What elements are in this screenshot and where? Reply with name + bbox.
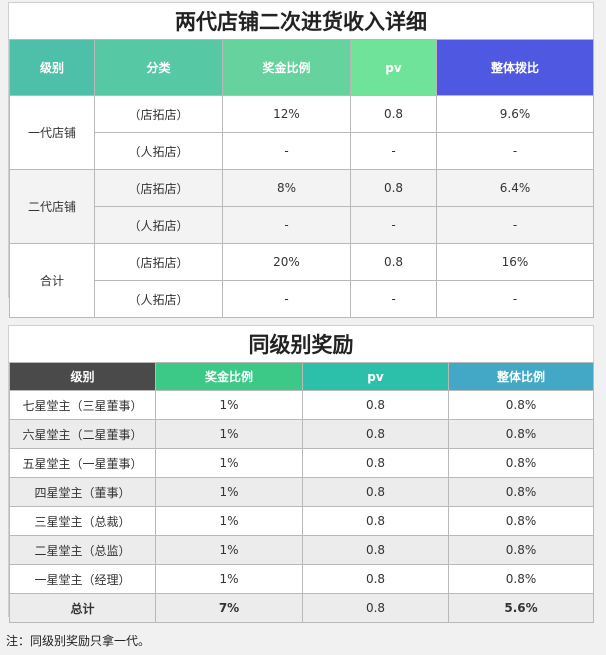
table-row: 二星堂主（总监） 1% 0.8 0.8% [9,535,594,565]
table2-title: 同级别奖励 [248,333,354,357]
total-label: 总计 [9,593,156,623]
category-cell: （店拓店） [94,95,223,133]
level-cell: 五星堂主（一星董事） [9,448,156,478]
overall-cell: 0.8% [448,477,594,507]
header-level: 级别 [9,39,95,96]
overall-cell: 0.8% [448,564,594,594]
pv-cell: 0.8 [302,506,449,536]
category-cell: （人拓店） [94,132,223,170]
overall-cell: 0.8% [448,535,594,565]
table1-title: 两代店铺二次进货收入详细 [175,10,427,34]
pv-cell: - [350,206,437,244]
category-cell: （店拓店） [94,243,223,281]
overall-cell: - [436,280,594,318]
level-cell: 四星堂主（董事） [9,477,156,507]
level-cell: 一星堂主（经理） [9,564,156,594]
total-pv: 0.8 [302,593,449,623]
level-cell: 合计 [9,243,95,318]
overall-cell: 6.4% [436,169,594,207]
table2-header-row: 级别 奖金比例 pv 整体比例 [9,362,594,391]
level-cell: 七星堂主（三星董事） [9,390,156,420]
header-bonus-ratio: 奖金比例 [155,362,303,391]
category-cell: （人拓店） [94,206,223,244]
same-level-reward-table: 级别 奖金比例 pv 整体比例 七星堂主（三星董事） 1% 0.8 0.8% 六… [9,362,594,623]
table-row: （人拓店） - - - [10,132,594,170]
overall-cell: 0.8% [448,506,594,536]
category-cell: （店拓店） [94,169,223,207]
bonus-cell: 20% [222,243,351,281]
bonus-cell: 1% [155,477,303,507]
level-cell: 二星堂主（总监） [9,535,156,565]
pv-cell: 0.8 [302,564,449,594]
header-overall-ratio: 整体拨比 [436,39,594,96]
table1-header-row: 级别 分类 奖金比例 pv 整体拨比 [9,39,594,96]
store-income-panel: 两代店铺二次进货收入详细 级别 分类 奖金比例 pv 整体拨比 一代店铺 （店拓… [8,2,594,318]
level-cell: 三星堂主（总裁） [9,506,156,536]
bonus-cell: 1% [155,419,303,449]
header-overall-ratio: 整体比例 [448,362,594,391]
pv-cell: 0.8 [302,419,449,449]
level-cell: 一代店铺 [9,95,95,170]
pv-cell: - [350,132,437,170]
pv-cell: 0.8 [302,477,449,507]
overall-cell: 0.8% [448,419,594,449]
table-row: 一代店铺 （店拓店） 12% 0.8 9.6% [9,95,594,170]
bonus-cell: - [222,206,351,244]
overall-cell: 16% [436,243,594,281]
pv-cell: 0.8 [302,535,449,565]
table-row: 四星堂主（董事） 1% 0.8 0.8% [9,477,594,507]
overall-cell: - [436,206,594,244]
table-row: （人拓店） - - - [10,280,594,318]
category-cell: （人拓店） [94,280,223,318]
bonus-cell: 1% [155,506,303,536]
header-pv: pv [302,362,449,391]
header-bonus-ratio: 奖金比例 [222,39,351,96]
pv-cell: 0.8 [350,243,437,281]
table-row: 一星堂主（经理） 1% 0.8 0.8% [9,564,594,594]
pv-cell: 0.8 [302,448,449,478]
store-income-table: 级别 分类 奖金比例 pv 整体拨比 一代店铺 （店拓店） 12% 0.8 9.… [9,39,594,318]
bonus-cell: 1% [155,390,303,420]
total-row: 总计 7% 0.8 5.6% [9,593,594,623]
table-row: 六星堂主（二星董事） 1% 0.8 0.8% [9,419,594,449]
bonus-cell: - [222,280,351,318]
header-pv: pv [350,39,437,96]
table-row: 五星堂主（一星董事） 1% 0.8 0.8% [9,448,594,478]
overall-cell: 0.8% [448,448,594,478]
bonus-cell: - [222,132,351,170]
header-level: 级别 [9,362,156,391]
pv-cell: 0.8 [350,95,437,133]
pv-cell: - [350,280,437,318]
table-row: 二代店铺 （店拓店） 8% 0.8 6.4% [9,169,594,244]
total-bonus: 7% [155,593,303,623]
table-row: 合计 （店拓店） 20% 0.8 16% [9,243,594,318]
pv-cell: 0.8 [302,390,449,420]
header-category: 分类 [94,39,223,96]
footnote: 注：同级别奖励只拿一代。 [6,634,151,648]
bonus-cell: 8% [222,169,351,207]
overall-cell: 0.8% [448,390,594,420]
bonus-cell: 1% [155,564,303,594]
level-cell: 二代店铺 [9,169,95,244]
bonus-cell: 12% [222,95,351,133]
total-overall: 5.6% [448,593,594,623]
pv-cell: 0.8 [350,169,437,207]
table-row: （人拓店） - - - [10,206,594,244]
table-row: 三星堂主（总裁） 1% 0.8 0.8% [9,506,594,536]
overall-cell: - [436,132,594,170]
table-row: 七星堂主（三星董事） 1% 0.8 0.8% [9,390,594,420]
level-cell: 六星堂主（二星董事） [9,419,156,449]
bonus-cell: 1% [155,448,303,478]
overall-cell: 9.6% [436,95,594,133]
same-level-reward-panel: 同级别奖励 级别 奖金比例 pv 整体比例 七星堂主（三星董事） 1% 0.8 … [8,325,594,623]
bonus-cell: 1% [155,535,303,565]
